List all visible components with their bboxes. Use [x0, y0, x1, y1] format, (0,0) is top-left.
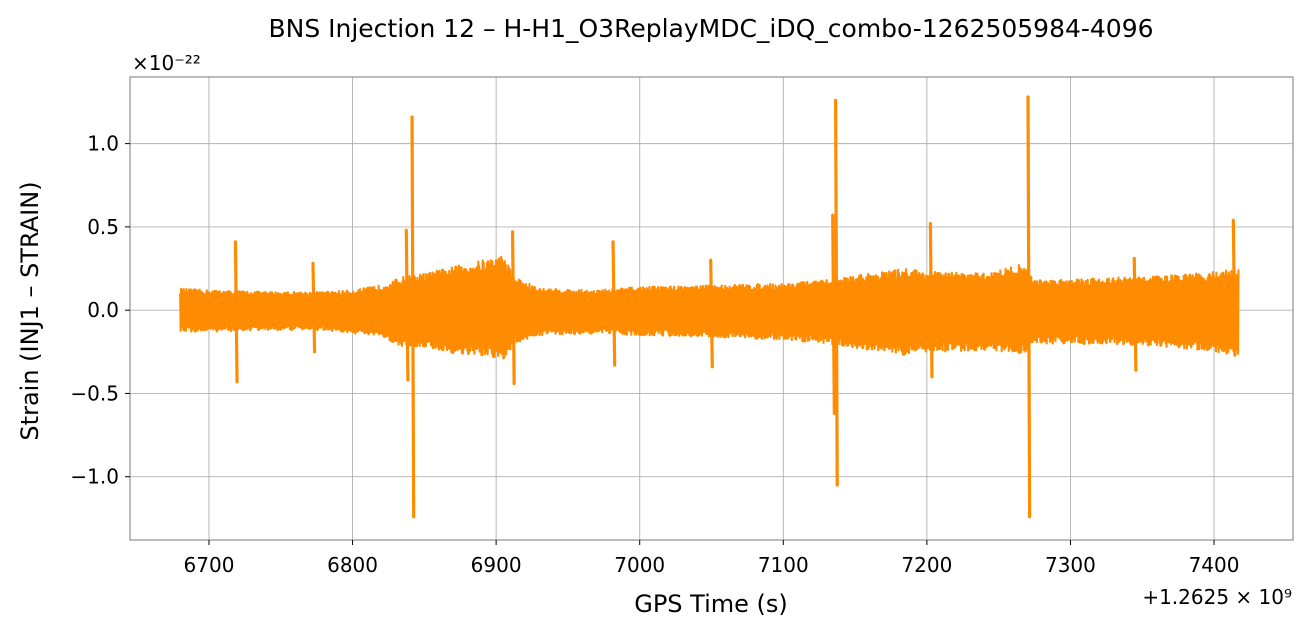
x-tick-label: 6900 — [471, 553, 522, 577]
x-axis-label: GPS Time (s) — [634, 590, 788, 618]
plot-frame — [129, 76, 1294, 541]
x-offset-label: +1.2625 × 10⁹ — [1142, 585, 1292, 609]
x-tick-label: 7300 — [1045, 553, 1096, 577]
y-tick-label: 1.0 — [87, 132, 119, 156]
strain-spike — [510, 230, 516, 386]
strain-spike — [831, 213, 836, 416]
x-tick-label: 7400 — [1189, 553, 1240, 577]
x-axis-ticks: 6700 6800 6900 7000 7100 7200 7300 7400 — [184, 540, 1240, 577]
strain-spike — [410, 115, 416, 519]
x-tick-label: 7000 — [614, 553, 665, 577]
y-axis-ticks: 1.0 0.5 0.0 −0.5 −1.0 — [70, 132, 130, 489]
y-tick-label: −0.5 — [70, 381, 119, 405]
chart-title: BNS Injection 12 – H-H1_O3ReplayMDC_iDQ_… — [268, 14, 1153, 43]
strain-spike — [928, 221, 934, 379]
strain-spike — [311, 261, 317, 354]
x-tick-label: 6800 — [327, 553, 378, 577]
y-axis-label: Strain (INJ1 – STRAIN) — [16, 181, 44, 440]
x-tick-label: 7200 — [901, 553, 952, 577]
x-tick-label: 6700 — [184, 553, 235, 577]
y-tick-label: −1.0 — [70, 465, 119, 489]
y-scale-label: ×10⁻²² — [132, 51, 201, 75]
strain-trace — [179, 95, 1240, 519]
strain-series-line — [179, 255, 1240, 360]
strain-spike — [404, 228, 410, 382]
x-tick-label: 7100 — [758, 553, 809, 577]
strain-spike — [834, 98, 839, 487]
strain-spike — [1132, 256, 1138, 372]
strain-spike — [233, 240, 239, 384]
y-tick-label: 0.0 — [87, 298, 119, 322]
y-tick-label: 0.5 — [87, 215, 119, 239]
strain-spike — [1231, 218, 1237, 357]
strain-spike — [1026, 95, 1032, 519]
strain-spike — [611, 240, 617, 367]
strain-spike — [709, 258, 714, 369]
